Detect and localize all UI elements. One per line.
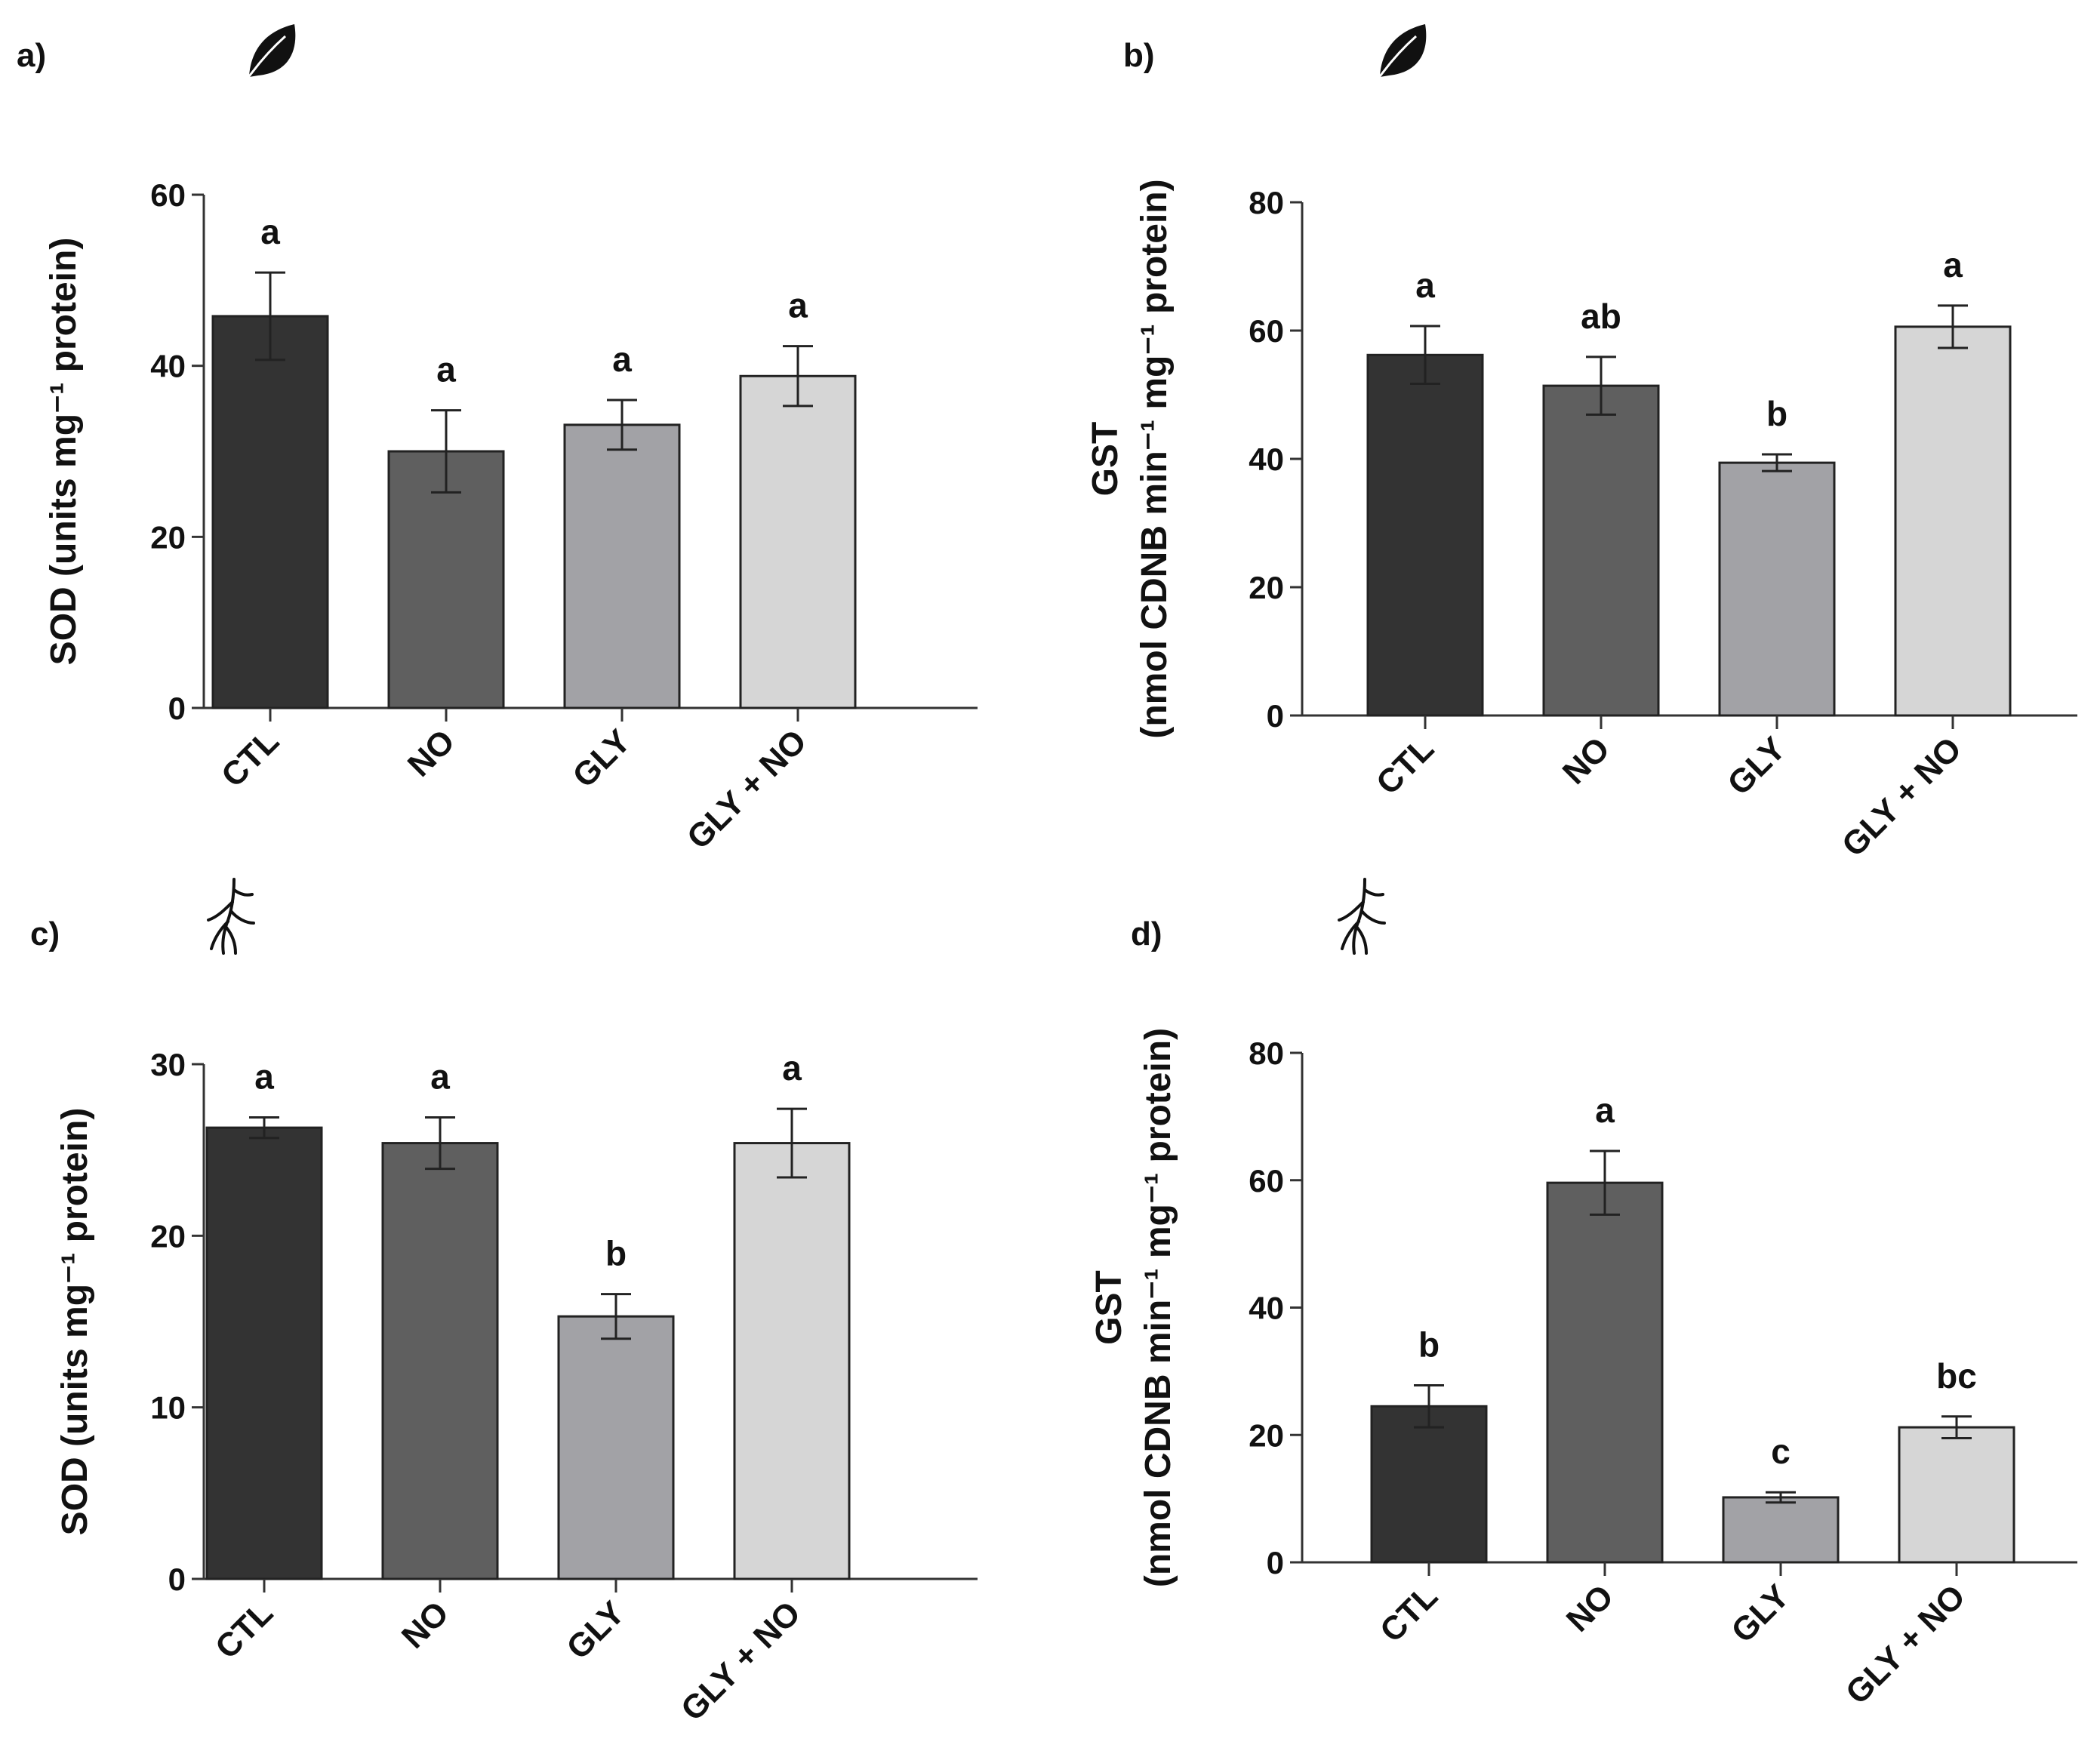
x-category-label: CTL bbox=[1369, 730, 1441, 802]
significance-letter: a bbox=[1415, 266, 1435, 305]
x-category-label: NO bbox=[401, 722, 462, 783]
bar-gly bbox=[557, 1315, 675, 1580]
panel-label: c) bbox=[30, 916, 60, 952]
x-category-label: GLY + NO bbox=[1839, 1577, 1972, 1711]
chart-panel-c: c) 0 10 20 30 SOD (units mg⁻¹ protein) a CTL a NO… bbox=[30, 878, 978, 1728]
bar-gly-no bbox=[739, 374, 857, 709]
x-category-label: NO bbox=[1560, 1577, 1621, 1639]
root-strand bbox=[1341, 920, 1360, 950]
x-category-label: NO bbox=[1556, 730, 1617, 791]
y-tick-label: 20 bbox=[150, 1218, 186, 1254]
y-tick-label: 40 bbox=[1249, 1291, 1284, 1326]
chart-panel-a: a) 0 20 40 60 SOD (units mg⁻¹ protein) a CTL a NO… bbox=[17, 24, 978, 857]
x-category-label: GLY + NO bbox=[674, 1594, 808, 1728]
root-strand bbox=[1338, 900, 1365, 922]
root-strand bbox=[207, 900, 234, 922]
bar-no bbox=[387, 450, 505, 709]
significance-letter: a bbox=[254, 1057, 274, 1096]
root-icon bbox=[207, 878, 255, 955]
root-icon bbox=[1338, 878, 1386, 955]
root-strand bbox=[1352, 878, 1366, 955]
y-tick-label: 40 bbox=[150, 349, 186, 384]
y-tick-label: 80 bbox=[1249, 1036, 1284, 1071]
leaf-icon bbox=[1375, 24, 1427, 81]
y-tick-label: 20 bbox=[1249, 1417, 1284, 1453]
x-category-label: GLY + NO bbox=[1835, 730, 1969, 863]
y-tick-label: 40 bbox=[1249, 442, 1284, 477]
root-strand bbox=[1356, 926, 1368, 955]
x-category-label: GLY bbox=[559, 1594, 632, 1666]
significance-letter: a bbox=[612, 340, 632, 379]
x-category-label: GLY bbox=[1724, 1577, 1797, 1650]
bar-gly-no bbox=[1898, 1426, 2015, 1564]
significance-letter: b bbox=[1418, 1325, 1440, 1364]
root-strand bbox=[229, 909, 255, 925]
y-axis-title: SOD (units mg⁻¹ protein) bbox=[55, 1108, 95, 1536]
root-strand bbox=[221, 878, 236, 955]
leaf-icon bbox=[245, 24, 296, 81]
bar-no bbox=[381, 1142, 499, 1580]
significance-letter: b bbox=[1766, 394, 1787, 433]
panel-label: d) bbox=[1131, 916, 1162, 952]
panel-label: b) bbox=[1123, 37, 1155, 74]
y-tick-label: 0 bbox=[168, 1562, 186, 1597]
panel-label: a) bbox=[17, 37, 46, 74]
significance-letter: a bbox=[430, 1057, 450, 1096]
y-tick-label: 20 bbox=[1249, 570, 1284, 605]
x-category-label: GLY bbox=[565, 722, 638, 795]
significance-letter: a bbox=[782, 1048, 802, 1088]
significance-letter: ab bbox=[1581, 297, 1621, 336]
significance-letter: b bbox=[605, 1234, 627, 1273]
bar-no bbox=[1546, 1181, 1664, 1564]
x-category-label: NO bbox=[395, 1594, 456, 1655]
y-axis-title: GST bbox=[1089, 1270, 1129, 1345]
y-tick-label: 30 bbox=[150, 1047, 186, 1082]
bar-gly-no bbox=[733, 1142, 851, 1580]
y-tick-label: 20 bbox=[150, 519, 186, 555]
bar-no bbox=[1542, 384, 1660, 717]
bar-ctl bbox=[1366, 353, 1484, 717]
y-tick-label: 0 bbox=[1267, 1545, 1284, 1580]
bar-gly-no bbox=[1894, 325, 2012, 717]
bar-gly bbox=[563, 423, 681, 709]
significance-letter: a bbox=[436, 350, 456, 389]
y-axis-title: (nmol CDNB min⁻¹ mg⁻¹ protein) bbox=[1135, 179, 1175, 738]
leaf-vein bbox=[1375, 35, 1417, 81]
significance-letter: c bbox=[1771, 1432, 1791, 1471]
root-strand bbox=[232, 888, 254, 897]
x-category-label: CTL bbox=[1373, 1577, 1445, 1649]
y-tick-label: 0 bbox=[1267, 698, 1284, 734]
y-tick-label: 0 bbox=[168, 691, 186, 726]
bar-gly bbox=[1718, 461, 1836, 717]
root-strand bbox=[225, 926, 237, 955]
x-category-label: CTL bbox=[214, 722, 286, 794]
root-strand bbox=[210, 920, 229, 950]
y-tick-label: 60 bbox=[1249, 313, 1284, 349]
significance-letter: a bbox=[788, 286, 808, 325]
significance-letter: a bbox=[1595, 1091, 1615, 1130]
y-tick-label: 60 bbox=[150, 177, 186, 213]
y-axis-title: GST bbox=[1085, 422, 1125, 497]
leaf-vein bbox=[245, 35, 286, 81]
chart-panel-d: d) 0 20 40 60 80 GST (nmol CDNB min⁻¹ mg⁻¹ prot… bbox=[1089, 878, 2077, 1712]
significance-letter: a bbox=[1943, 245, 1963, 285]
chart-panel-b: b) 0 20 40 60 80 GST (nmol CDNB min⁻¹ mg⁻¹ prot… bbox=[1085, 24, 2077, 864]
significance-letter: bc bbox=[1936, 1356, 1977, 1396]
bar-ctl bbox=[205, 1126, 323, 1580]
y-tick-label: 60 bbox=[1249, 1163, 1284, 1199]
x-category-label: CTL bbox=[208, 1594, 280, 1666]
root-strand bbox=[1360, 909, 1386, 925]
y-axis-title: (nmol CDNB min⁻¹ mg⁻¹ protein) bbox=[1138, 1028, 1178, 1587]
bar-ctl bbox=[1370, 1405, 1488, 1564]
bar-gly bbox=[1722, 1496, 1840, 1564]
x-category-label: GLY bbox=[1720, 730, 1793, 802]
y-tick-label: 80 bbox=[1249, 185, 1284, 220]
x-category-label: GLY + NO bbox=[680, 722, 814, 856]
root-strand bbox=[1363, 888, 1384, 897]
bar-ctl bbox=[211, 315, 329, 709]
y-axis-title: SOD (units mg⁻¹ protein) bbox=[44, 238, 84, 666]
significance-letter: a bbox=[260, 212, 280, 251]
y-tick-label: 10 bbox=[150, 1390, 186, 1426]
